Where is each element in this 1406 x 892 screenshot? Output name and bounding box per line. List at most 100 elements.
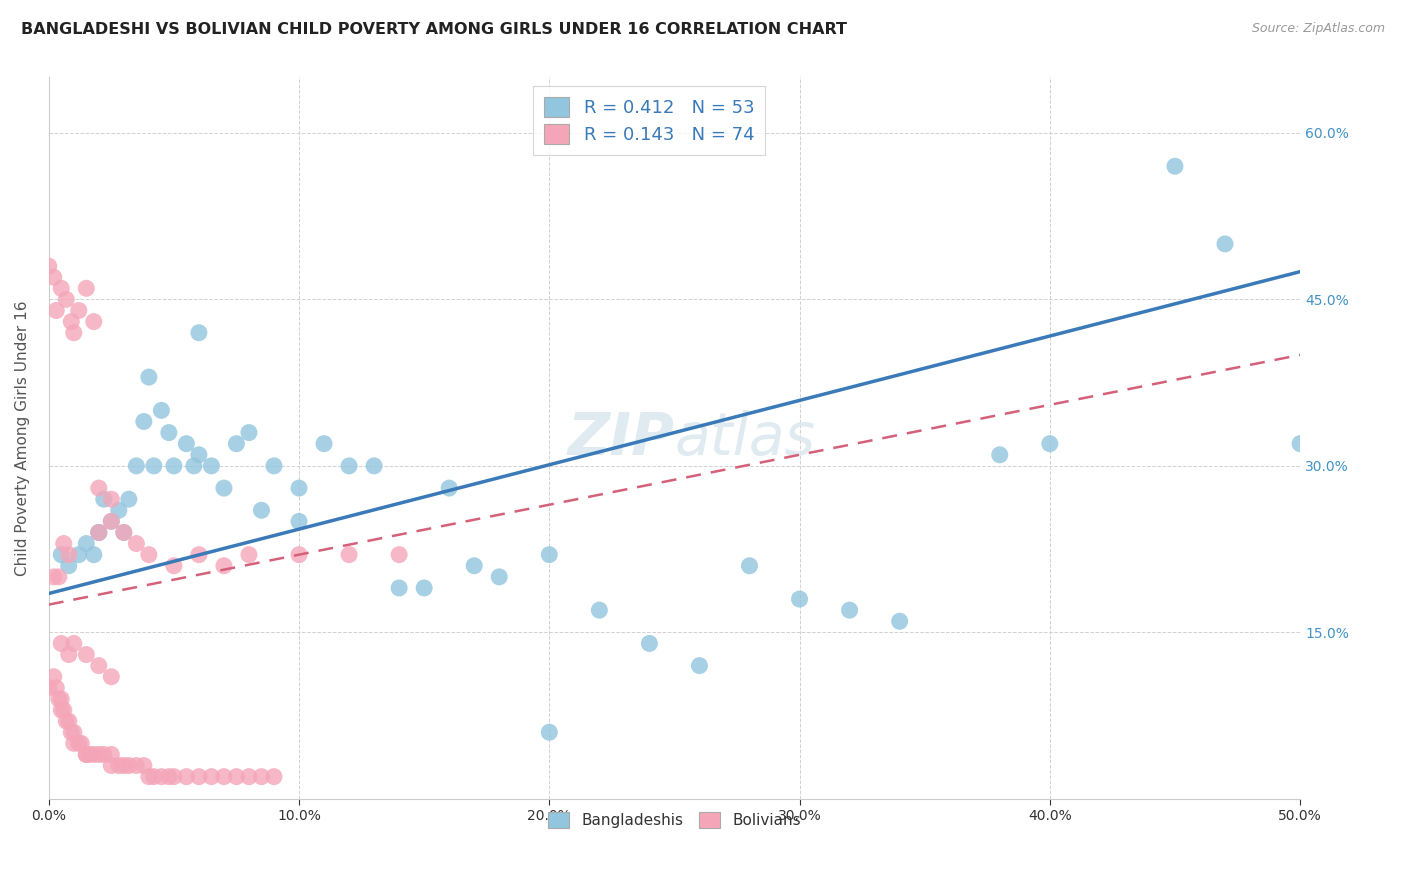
Point xyxy=(51,703,73,717)
Point xyxy=(60,725,83,739)
Point xyxy=(138,370,160,384)
Point xyxy=(488,570,510,584)
Point xyxy=(42,270,65,285)
Point xyxy=(51,548,73,562)
Point xyxy=(200,770,222,784)
Point xyxy=(388,581,411,595)
Point xyxy=(51,636,73,650)
Point xyxy=(38,259,60,273)
Point xyxy=(62,736,84,750)
Point xyxy=(100,492,122,507)
Point xyxy=(125,758,148,772)
Point xyxy=(250,770,273,784)
Point xyxy=(288,481,311,495)
Point xyxy=(58,648,80,662)
Text: BANGLADESHI VS BOLIVIAN CHILD POVERTY AMONG GIRLS UNDER 16 CORRELATION CHART: BANGLADESHI VS BOLIVIAN CHILD POVERTY AM… xyxy=(21,22,846,37)
Point xyxy=(363,458,385,473)
Point xyxy=(157,425,180,440)
Point xyxy=(1039,436,1062,450)
Point xyxy=(87,525,110,540)
Point xyxy=(238,548,260,562)
Point xyxy=(45,303,67,318)
Point xyxy=(163,770,186,784)
Point xyxy=(58,558,80,573)
Point xyxy=(93,747,115,762)
Point xyxy=(67,736,90,750)
Point xyxy=(437,481,460,495)
Point xyxy=(138,548,160,562)
Point xyxy=(62,636,84,650)
Point xyxy=(176,436,198,450)
Point xyxy=(93,492,115,507)
Point xyxy=(789,592,811,607)
Point xyxy=(75,747,97,762)
Point xyxy=(67,303,90,318)
Point xyxy=(132,758,155,772)
Point xyxy=(988,448,1011,462)
Point xyxy=(112,525,135,540)
Point xyxy=(212,481,235,495)
Point xyxy=(87,525,110,540)
Point xyxy=(212,558,235,573)
Point xyxy=(176,770,198,784)
Point xyxy=(183,458,205,473)
Point xyxy=(100,514,122,528)
Point xyxy=(118,492,141,507)
Point xyxy=(263,770,285,784)
Text: ZIP: ZIP xyxy=(568,409,675,467)
Point xyxy=(132,415,155,429)
Point xyxy=(200,458,222,473)
Point xyxy=(108,503,131,517)
Point xyxy=(48,570,70,584)
Point xyxy=(889,614,911,628)
Point xyxy=(337,548,360,562)
Legend: Bangladeshis, Bolivians: Bangladeshis, Bolivians xyxy=(541,805,807,835)
Point xyxy=(112,758,135,772)
Point xyxy=(83,315,105,329)
Point xyxy=(688,658,710,673)
Point xyxy=(838,603,860,617)
Point xyxy=(187,326,209,340)
Point xyxy=(100,670,122,684)
Point xyxy=(62,326,84,340)
Point xyxy=(187,770,209,784)
Point xyxy=(51,281,73,295)
Point xyxy=(112,525,135,540)
Point xyxy=(142,458,165,473)
Point xyxy=(45,681,67,695)
Point xyxy=(225,770,247,784)
Point xyxy=(67,548,90,562)
Y-axis label: Child Poverty Among Girls Under 16: Child Poverty Among Girls Under 16 xyxy=(15,301,30,576)
Point xyxy=(1213,236,1236,251)
Point xyxy=(163,458,186,473)
Point xyxy=(125,458,148,473)
Point xyxy=(538,725,561,739)
Point xyxy=(225,436,247,450)
Point xyxy=(83,747,105,762)
Point xyxy=(51,692,73,706)
Point xyxy=(77,747,100,762)
Point xyxy=(75,281,97,295)
Point xyxy=(58,714,80,728)
Point xyxy=(263,458,285,473)
Point xyxy=(1164,159,1187,173)
Point xyxy=(42,570,65,584)
Point xyxy=(187,448,209,462)
Point xyxy=(288,514,311,528)
Point xyxy=(238,425,260,440)
Point xyxy=(87,481,110,495)
Point xyxy=(100,758,122,772)
Point xyxy=(212,770,235,784)
Point xyxy=(100,747,122,762)
Point xyxy=(48,692,70,706)
Point xyxy=(250,503,273,517)
Point xyxy=(138,770,160,784)
Point xyxy=(108,758,131,772)
Point xyxy=(83,548,105,562)
Point xyxy=(150,403,173,417)
Point xyxy=(75,536,97,550)
Point xyxy=(58,548,80,562)
Point xyxy=(238,770,260,784)
Point xyxy=(62,725,84,739)
Point xyxy=(413,581,436,595)
